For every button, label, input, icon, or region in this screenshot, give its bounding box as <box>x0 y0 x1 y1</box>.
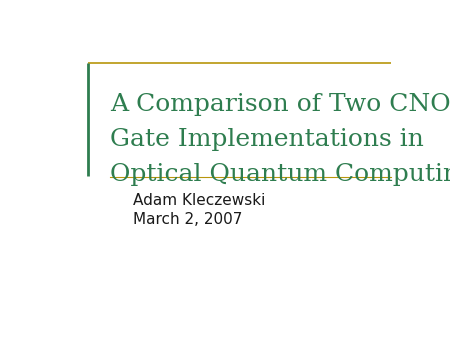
Text: Adam Kleczewski: Adam Kleczewski <box>133 193 266 208</box>
Text: Gate Implementations in: Gate Implementations in <box>110 128 424 151</box>
Text: March 2, 2007: March 2, 2007 <box>133 212 243 227</box>
Text: A Comparison of Two CNOT: A Comparison of Two CNOT <box>110 93 450 116</box>
Text: Optical Quantum Computing: Optical Quantum Computing <box>110 163 450 186</box>
